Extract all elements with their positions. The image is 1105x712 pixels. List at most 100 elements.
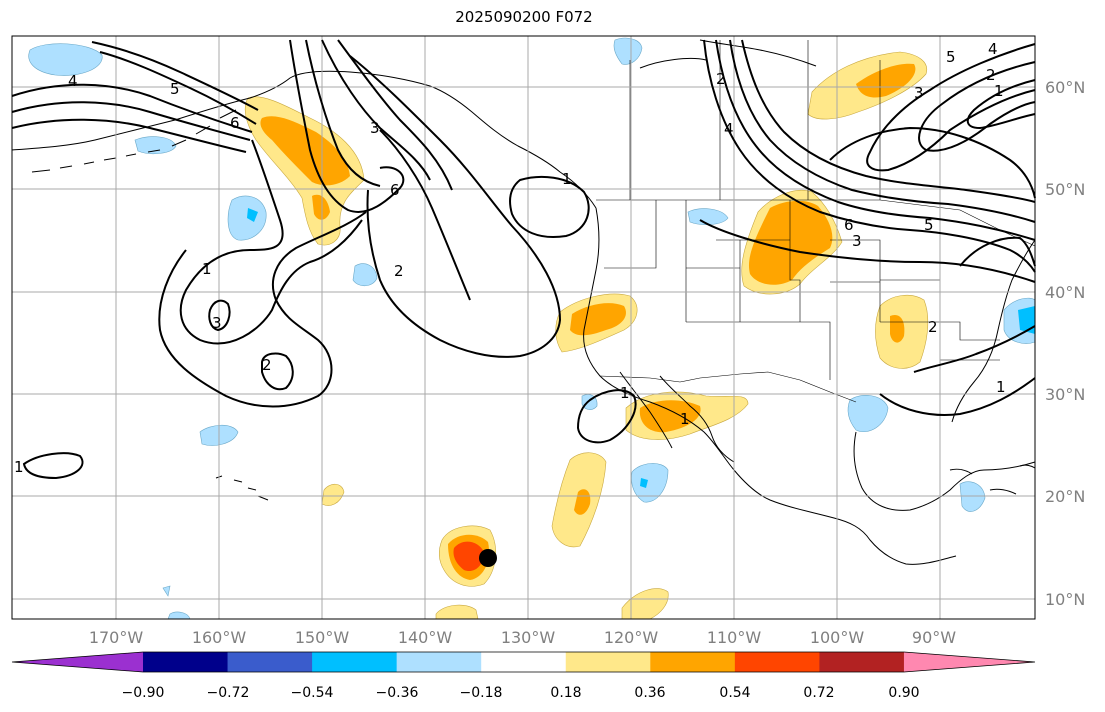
contour-label: 2 [394, 262, 404, 280]
colorbar-segment [819, 652, 905, 672]
colorbar-segment [481, 652, 567, 672]
colorbar-tick-label: −0.72 [207, 685, 250, 701]
warm-patch [435, 604, 479, 620]
us-mexico-border [599, 371, 857, 403]
warm-patch [639, 400, 701, 433]
state-borders [596, 40, 1036, 403]
lat-axis: 60°N 50°N 40°N 30°N 20°N 10°N [1045, 78, 1085, 609]
colorbar-segment [312, 652, 398, 672]
contour-line [11, 101, 251, 141]
contour-line [11, 118, 247, 153]
lat-tick-label: 50°N [1045, 180, 1085, 199]
contour-label: 6 [390, 181, 400, 199]
contour-line [337, 39, 453, 191]
caribbean-islands [949, 464, 1036, 495]
contour-line [208, 299, 231, 332]
lat-tick-label: 10°N [1045, 590, 1085, 609]
contour-label: 2 [986, 66, 996, 84]
contour-label: 1 [994, 82, 1004, 100]
lon-axis: 170°W 160°W 150°W 140°W 130°W 120°W 110°… [89, 628, 956, 647]
colorbar-tick-label: −0.54 [291, 685, 334, 701]
contour-line [11, 83, 253, 133]
gulf-coast [853, 431, 1036, 511]
cool-patch [959, 481, 986, 512]
lon-tick-label: 120°W [604, 628, 659, 647]
cool-patch [227, 195, 267, 241]
lon-tick-label: 90°W [912, 628, 956, 647]
lat-tick-label: 20°N [1045, 487, 1085, 506]
warm-patch [621, 588, 669, 620]
contour-label: 5 [946, 48, 956, 66]
cool-patch [162, 585, 171, 597]
colorbar-segment [565, 652, 651, 672]
warm-patch [321, 483, 345, 506]
contour-line [91, 41, 259, 111]
colorbar-extend-high [903, 652, 1035, 672]
cool-patch [847, 395, 889, 432]
contour-label: 1 [620, 384, 630, 402]
colorbar-segment [734, 652, 820, 672]
contour-line [866, 43, 1036, 172]
contour-line [576, 389, 637, 444]
storm-center-marker [479, 549, 497, 567]
contour-label: 4 [724, 120, 734, 138]
cool-patch [640, 478, 648, 488]
contour-line [918, 61, 1036, 152]
cool-patch [1018, 306, 1035, 334]
warm-patch [748, 200, 833, 285]
contour-line [699, 219, 1036, 283]
lon-tick-label: 160°W [192, 628, 247, 647]
lon-tick-label: 100°W [810, 628, 865, 647]
baja-peninsula [619, 371, 673, 449]
lat-tick-label: 30°N [1045, 385, 1085, 404]
coastlines [11, 39, 1036, 565]
contour-label: 4 [68, 72, 78, 90]
contour-label: 6 [230, 114, 240, 132]
colorbar-segment [396, 652, 482, 672]
contours [11, 39, 1036, 480]
contour-label: 2 [262, 356, 272, 374]
lat-tick-label: 40°N [1045, 283, 1085, 302]
colorbar-tick-label: −0.18 [460, 685, 503, 701]
contour-line [305, 39, 381, 187]
warm-patch [312, 194, 330, 220]
contour-line [379, 129, 471, 301]
cool-patch [352, 263, 378, 287]
contour-label: 1 [680, 410, 690, 428]
contour-line [703, 39, 1036, 273]
warm-patch [453, 541, 484, 572]
lon-tick-label: 150°W [295, 628, 350, 647]
contour-labels: 4 5 6 3 6 2 1 3 2 1 1 1 2 4 6 5 4 3 2 1 … [14, 40, 1006, 476]
colorbar-extend-low [12, 652, 143, 672]
aleutian-chain [31, 109, 237, 173]
cool-patch [28, 43, 103, 76]
cool-patch [247, 208, 258, 222]
lon-tick-label: 140°W [398, 628, 453, 647]
contour-line [879, 377, 1036, 416]
colorbar-tick-label: 0.72 [803, 685, 834, 701]
contour-label: 2 [928, 318, 938, 336]
colorbar-segment [143, 652, 229, 672]
east-coast [951, 239, 1036, 423]
map-title: 2025090200 F072 [455, 8, 593, 26]
contour-label: 3 [852, 232, 862, 250]
contour-line [99, 51, 257, 125]
contour-line [715, 39, 1036, 241]
contour-label: 1 [14, 458, 24, 476]
colorbar [11, 651, 1036, 673]
colorbar-tick-label: −0.36 [376, 685, 419, 701]
colorbar-tick-label: −0.90 [122, 685, 165, 701]
contour-line [179, 139, 363, 345]
colorbar-segment [227, 652, 313, 672]
warm-patch [856, 63, 916, 98]
contour-line [349, 55, 562, 358]
contour-label: 3 [370, 119, 380, 137]
cool-patch [134, 136, 177, 155]
cool-patch [687, 208, 729, 225]
canada-province-line [629, 40, 881, 200]
contour-line [289, 39, 405, 213]
contour-label: 4 [988, 40, 998, 58]
contour-label: 1 [562, 170, 572, 188]
contour-line [729, 39, 1036, 223]
